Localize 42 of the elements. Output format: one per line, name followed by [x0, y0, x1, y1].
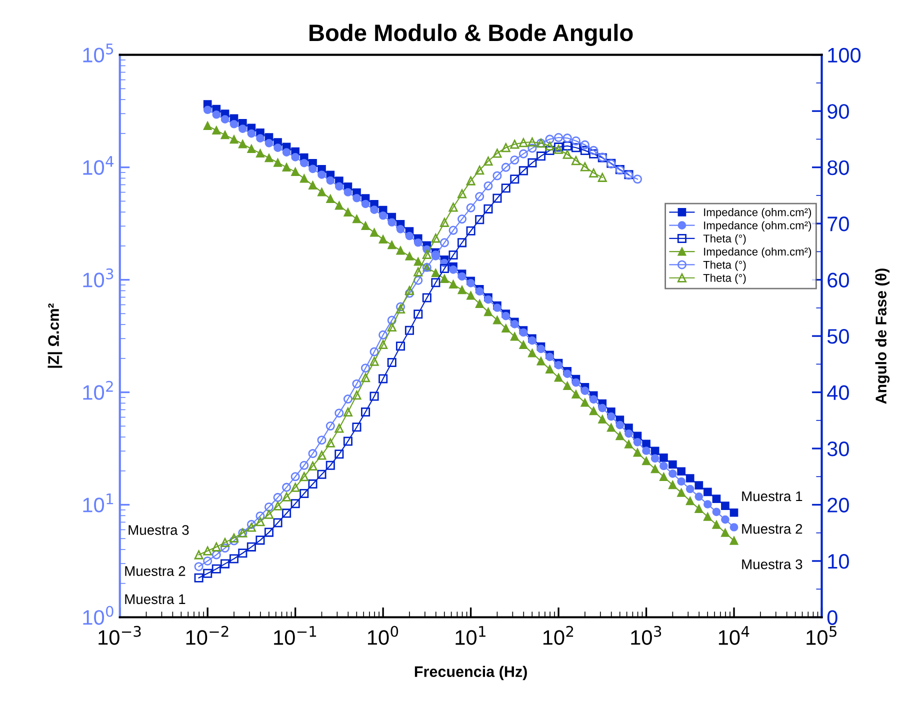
legend-label: Impedance (ohm.cm²) — [704, 221, 812, 232]
y2-tick-label: 80 — [828, 160, 849, 176]
x-axis-title: Frecuencia (Hz) — [414, 666, 527, 680]
y-tick-label: 10$^{4}$ — [83, 156, 114, 175]
y-tick-label: 10$^{1}$ — [83, 494, 113, 512]
annotation: Muestra 1 — [125, 594, 186, 604]
y2-tick-label: 70 — [828, 216, 849, 232]
x-tick-label: 10$^{0}$ — [368, 626, 398, 645]
x-tick-label: 10$^{5}$ — [806, 626, 836, 645]
annotation: Muestra 2 — [125, 566, 186, 576]
y2-tick-label: 50 — [827, 329, 849, 344]
y-tick-label: 10$^{3}$ — [83, 268, 114, 288]
y2-axis-title: Angulo de Fase (θ) — [875, 268, 890, 404]
annotation: Muestra 1 — [742, 491, 802, 502]
legend-label: Impedance (ohm.cm²) — [704, 247, 812, 258]
y-tick-label: 10$^{5}$ — [83, 44, 114, 62]
annotation: Muestra 3 — [128, 525, 189, 535]
x-tick-label: 10$^{2}$ — [543, 626, 574, 645]
y-tick-label: 10$^{0}$ — [83, 606, 114, 625]
chart-title: Bode Modulo & Bode Angulo — [310, 24, 633, 46]
x-tick-label: 10$^{1}$ — [456, 626, 486, 645]
legend-label: Impedance (ohm.cm²) — [704, 208, 812, 218]
annotation: Muestra 2 — [742, 524, 802, 534]
legend-label: Theta (°) — [703, 234, 746, 245]
y2-tick-label: 20 — [828, 498, 849, 513]
x-tick-label: 10$^{−1}$ — [274, 626, 316, 645]
y2-tick-label: 90 — [828, 104, 849, 119]
y2-tick-label: 100 — [828, 48, 861, 63]
y2-tick-label: 40 — [827, 385, 849, 400]
x-tick-label: 10$^{4}$ — [718, 626, 750, 645]
y2-tick-label: 60 — [828, 272, 849, 288]
legend-label: Theta (°) — [703, 274, 746, 284]
x-tick-label: 10$^{−2}$ — [186, 626, 228, 645]
legend-label: Theta (°) — [703, 260, 746, 271]
y2-tick-label: 10 — [828, 554, 849, 569]
x-tick-label: 10$^{−3}$ — [98, 626, 141, 645]
annotation: Muestra 3 — [742, 559, 802, 570]
y2-tick-label: 30 — [827, 442, 849, 456]
x-tick-label: 10$^{3}$ — [631, 626, 662, 645]
y-axis-title: |Z| Ω.cm² — [48, 303, 62, 368]
y-tick-label: 10$^{2}$ — [83, 380, 113, 400]
y2-tick-label: 0 — [827, 610, 838, 625]
